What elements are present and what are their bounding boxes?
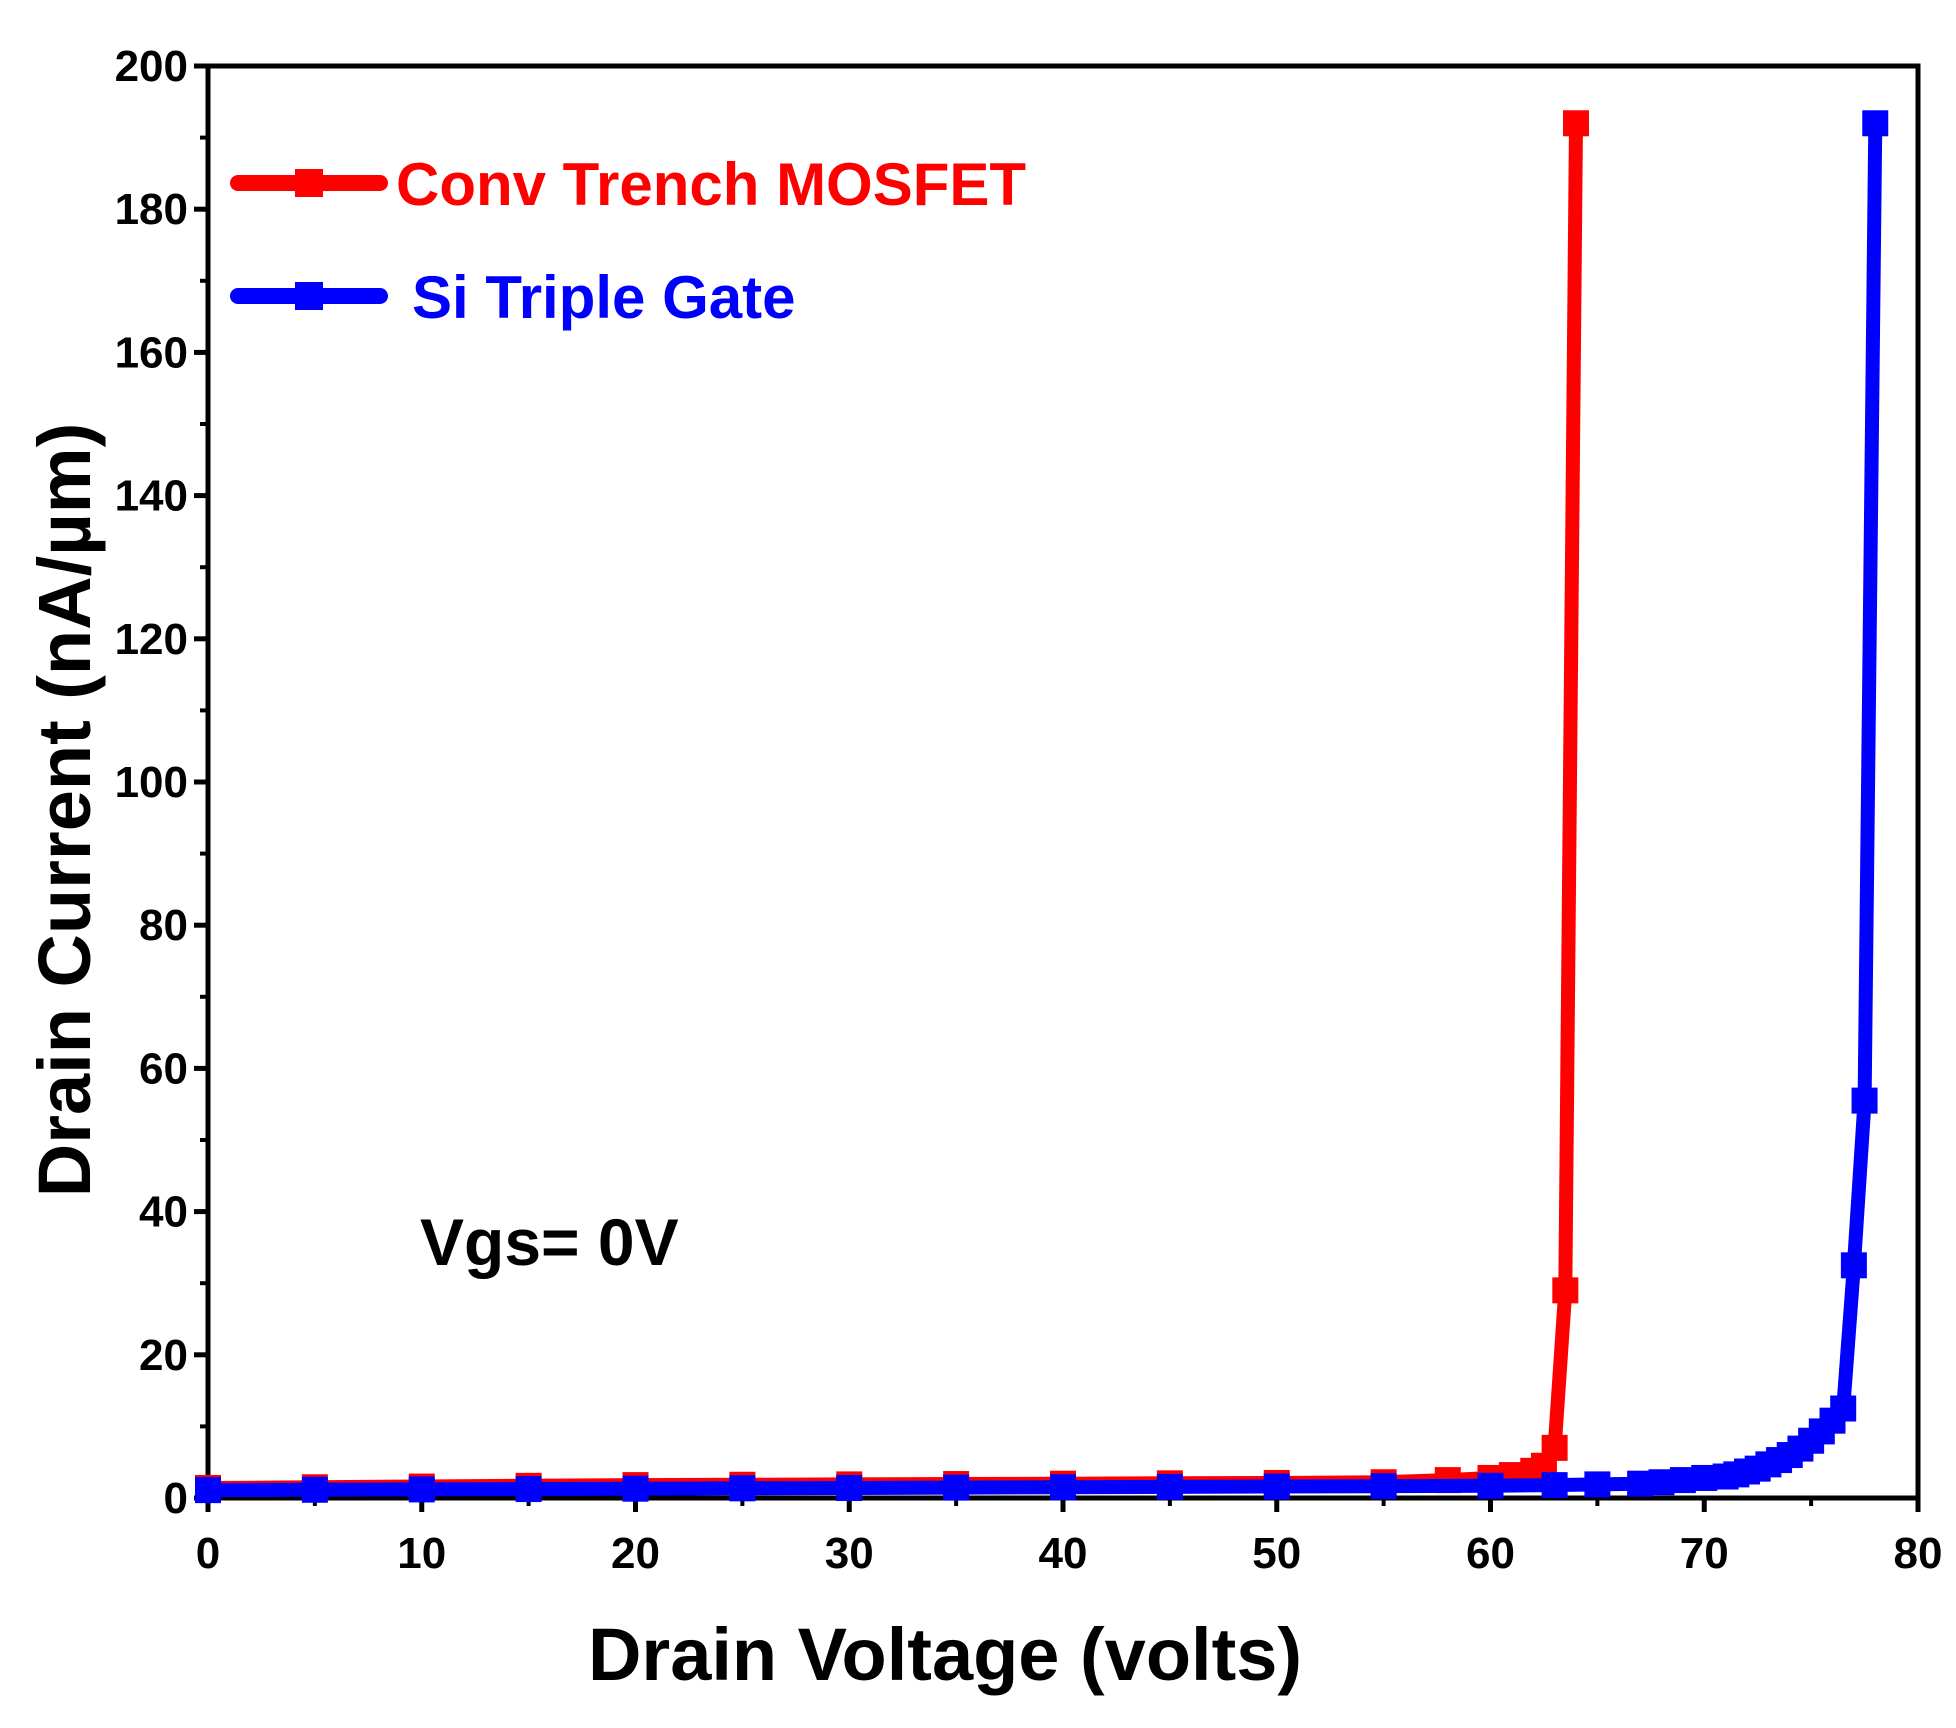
legend-label-conv-trench: Conv Trench MOSFET bbox=[396, 151, 1026, 218]
legend-marker-conv-trench bbox=[295, 169, 323, 197]
x-axis: 0 10 20 30 40 50 60 70 80 bbox=[196, 1498, 1943, 1578]
x-axis-title: Drain Voltage (volts) bbox=[588, 1613, 1302, 1696]
y-tick-label: 20 bbox=[139, 1331, 188, 1380]
data-point bbox=[1584, 1471, 1611, 1498]
data-point bbox=[1541, 1472, 1568, 1499]
data-point bbox=[1840, 1252, 1867, 1279]
data-point bbox=[1050, 1474, 1076, 1501]
data-point bbox=[1477, 1472, 1504, 1499]
data-point bbox=[622, 1475, 649, 1502]
x-tick-label: 60 bbox=[1466, 1529, 1515, 1578]
legend: Conv Trench MOSFET Si Triple Gate bbox=[230, 151, 1026, 331]
data-point bbox=[195, 1477, 221, 1504]
y-tick-label: 60 bbox=[139, 1044, 188, 1093]
y-tick-label: 120 bbox=[115, 615, 188, 664]
legend-entry-si-triple-gate: Si Triple Gate bbox=[230, 264, 795, 331]
vgs-annotation: Vgs= 0V bbox=[420, 1205, 679, 1279]
y-tick-label: 0 bbox=[164, 1474, 188, 1523]
data-point bbox=[836, 1474, 863, 1501]
y-axis-title: Drain Current (nA/µm) bbox=[23, 423, 106, 1197]
x-tick-label: 50 bbox=[1252, 1529, 1301, 1578]
x-tick-label: 20 bbox=[611, 1529, 660, 1578]
data-point bbox=[1563, 110, 1589, 137]
data-point bbox=[301, 1476, 328, 1503]
y-tick-label: 80 bbox=[139, 901, 188, 950]
y-tick-label: 180 bbox=[115, 185, 188, 234]
legend-label-si-triple-gate: Si Triple Gate bbox=[412, 264, 795, 331]
data-point bbox=[1862, 110, 1889, 137]
data-point bbox=[943, 1474, 970, 1501]
legend-entry-conv-trench: Conv Trench MOSFET bbox=[230, 151, 1026, 218]
y-tick-label: 100 bbox=[115, 758, 188, 807]
data-point bbox=[408, 1476, 435, 1503]
data-point bbox=[1263, 1473, 1290, 1500]
data-point bbox=[1830, 1395, 1857, 1422]
x-tick-label: 40 bbox=[1039, 1529, 1088, 1578]
data-point bbox=[515, 1476, 542, 1503]
x-tick-label: 30 bbox=[825, 1529, 874, 1578]
y-tick-label: 200 bbox=[115, 42, 188, 91]
data-point bbox=[729, 1475, 756, 1502]
data-point bbox=[1552, 1277, 1579, 1304]
x-tick-label: 10 bbox=[397, 1529, 446, 1578]
data-point bbox=[1156, 1473, 1183, 1500]
data-point bbox=[1851, 1087, 1878, 1114]
legend-marker-si-triple-gate bbox=[295, 282, 323, 310]
x-tick-label: 70 bbox=[1680, 1529, 1729, 1578]
data-point bbox=[1370, 1473, 1397, 1500]
x-tick-label: 0 bbox=[196, 1529, 220, 1578]
x-tick-label: 80 bbox=[1894, 1529, 1943, 1578]
series-layer bbox=[195, 110, 1889, 1504]
y-tick-label: 40 bbox=[139, 1188, 188, 1237]
y-tick-label: 140 bbox=[115, 472, 188, 521]
y-axis: 0 20 40 60 80 100 120 140 160 180 200 bbox=[115, 42, 208, 1523]
data-point bbox=[1541, 1434, 1568, 1461]
y-tick-label: 160 bbox=[115, 328, 188, 377]
